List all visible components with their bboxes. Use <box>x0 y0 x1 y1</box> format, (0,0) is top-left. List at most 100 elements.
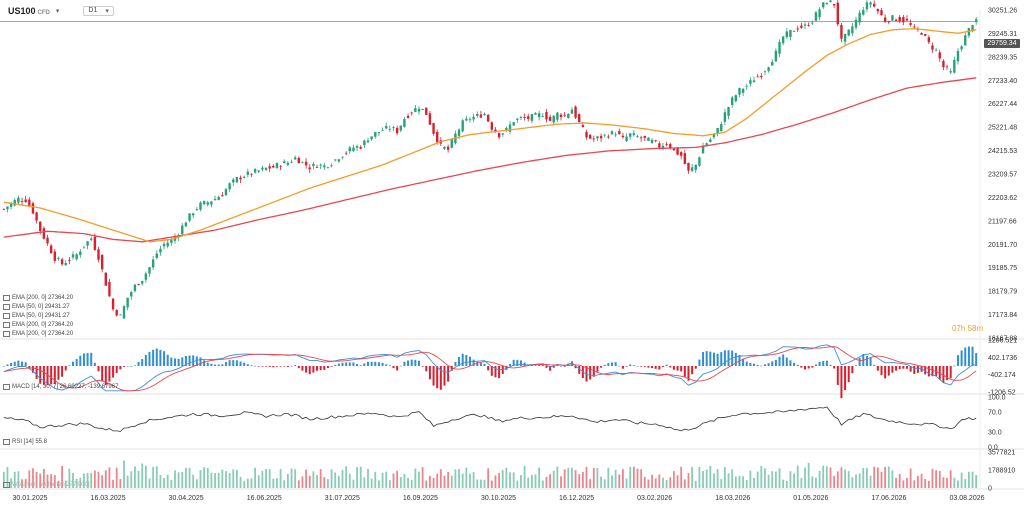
volume-bar <box>312 471 315 488</box>
volume-bar <box>964 479 967 488</box>
candle-body <box>749 80 752 84</box>
macd-histogram-bar <box>476 361 479 367</box>
macd-histogram-bar <box>35 366 38 379</box>
volume-bar <box>902 480 905 488</box>
volume-bar <box>498 473 501 488</box>
macd-histogram-bar <box>290 365 293 367</box>
candle-body <box>381 130 384 132</box>
legend-rsi[interactable]: RSI [14] 55.8 <box>3 439 47 445</box>
candle-body <box>618 131 621 135</box>
date-tick-label-0: 30.01.2025 <box>12 495 47 502</box>
candle-body <box>588 134 592 139</box>
volume-bar <box>337 475 340 488</box>
volume-bar <box>177 472 180 488</box>
candle-body <box>385 125 388 129</box>
candle-body <box>956 51 960 62</box>
legend-volume[interactable]: Wolumen [wolumen 277,000] <box>3 482 90 488</box>
macd-histogram-bar <box>512 359 515 366</box>
volume-bar <box>614 469 617 488</box>
candle-body <box>446 146 450 150</box>
macd-histogram-bar <box>275 366 278 367</box>
legend-macd[interactable]: MACD [14, 30, 7] 26.69227, -139.67967 <box>3 384 118 390</box>
indicator-settings-icon[interactable] <box>3 295 10 301</box>
indicator-settings-icon[interactable] <box>3 313 10 319</box>
candle-body <box>428 113 432 125</box>
indicator-settings-icon[interactable] <box>3 304 10 310</box>
volume-bar <box>698 466 701 488</box>
indicator-settings-icon[interactable] <box>3 439 10 445</box>
volume-bar <box>785 480 788 488</box>
volume-bar <box>68 468 71 488</box>
candle-body <box>137 284 140 286</box>
volume-bar <box>414 468 417 488</box>
indicator-settings-icon[interactable] <box>3 384 10 390</box>
macd-histogram-bar <box>195 356 198 366</box>
macd-histogram-bar <box>159 349 162 367</box>
volume-bar <box>385 471 388 488</box>
candle-body <box>552 115 555 123</box>
candle-body <box>505 127 508 130</box>
macd-histogram-bar <box>611 362 613 366</box>
legend-ema-4[interactable]: EMA [200, 0] 27364.20 <box>3 322 73 328</box>
indicator-settings-icon[interactable] <box>3 482 10 488</box>
candle-body <box>741 88 745 93</box>
macd-histogram-bar <box>578 366 581 374</box>
volume-bar <box>946 477 948 488</box>
volume-bar <box>545 476 548 488</box>
candle-body <box>541 116 545 117</box>
volume-bar <box>811 476 814 488</box>
volume-bar <box>953 477 956 488</box>
volume-bar <box>913 480 916 488</box>
macd-histogram-bar <box>833 366 836 369</box>
volume-bar <box>731 469 734 488</box>
volume-bar <box>123 460 125 488</box>
candle-body <box>822 2 825 8</box>
macd-histogram-bar <box>840 366 843 399</box>
volume-bar <box>778 468 781 488</box>
legend-ema-1[interactable]: EMA [200, 0] 27364.20 <box>3 295 73 301</box>
price-tick-label-13: 17173.84 <box>988 312 1017 319</box>
candle-body <box>647 137 650 141</box>
macd-histogram-bar <box>163 351 166 366</box>
candle-body <box>581 125 585 128</box>
candle-body <box>28 199 31 207</box>
volume-bar <box>188 467 191 488</box>
volume-bar <box>720 479 723 488</box>
macd-histogram-bar <box>436 366 439 389</box>
candle-body <box>308 167 311 170</box>
symbol-sub-label: CFD <box>37 10 50 16</box>
candle-body <box>334 159 337 161</box>
legend-ema-3[interactable]: EMA [50, 0] 29431.27 <box>3 313 70 319</box>
candle-body <box>807 25 810 26</box>
volume-bar <box>957 480 959 488</box>
macd-histogram-bar <box>399 365 402 367</box>
legend-ema-2[interactable]: EMA [50, 0] 29431.27 <box>3 304 70 310</box>
legend-ema-5[interactable]: EMA [200, 0] 27364.20 <box>3 331 73 337</box>
symbol-dropdown-icon[interactable]: ▾ <box>55 8 60 15</box>
volume-bar <box>232 469 235 488</box>
indicator-settings-icon[interactable] <box>3 322 10 328</box>
candle-body <box>760 76 763 78</box>
macd-histogram-bar <box>166 354 169 366</box>
volume-bar <box>764 468 766 488</box>
volume-bar <box>352 479 355 488</box>
macd-histogram-bar <box>851 366 854 374</box>
symbol-label[interactable]: US100 CFD <box>8 6 50 16</box>
volume-bar <box>265 469 267 488</box>
macd-histogram-bar <box>756 364 759 367</box>
candle-body <box>785 31 789 38</box>
candle-body <box>355 146 359 148</box>
candle-body <box>508 124 512 132</box>
indicator-settings-icon[interactable] <box>3 331 10 337</box>
candle-body <box>35 212 38 221</box>
candle-body <box>352 147 355 152</box>
candle-body <box>79 251 82 256</box>
macd-histogram-bar <box>17 360 20 367</box>
volume-bar <box>185 467 187 488</box>
macd-histogram-bar <box>97 366 100 372</box>
timeframe-select[interactable]: D1 ▾ <box>83 6 114 16</box>
candle-body <box>705 143 708 147</box>
volume-bar <box>567 467 570 488</box>
